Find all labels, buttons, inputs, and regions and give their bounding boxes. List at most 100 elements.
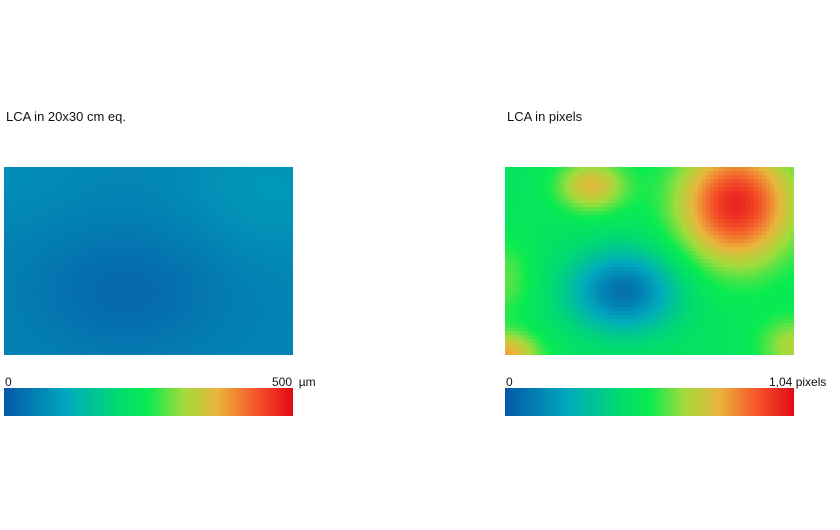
heatmap-cell [140, 255, 146, 260]
heatmap-cell [168, 227, 174, 232]
heatmap-cell [260, 187, 266, 192]
heatmap-cell [192, 199, 198, 204]
heatmap-cell [633, 239, 639, 244]
heatmap-cell [661, 215, 667, 220]
heatmap-cell [232, 255, 238, 260]
heatmap-cell [160, 187, 166, 192]
heatmap-cell [569, 231, 574, 236]
heatmap-cell [753, 207, 759, 212]
heatmap-cell [601, 191, 606, 196]
heatmap-cell [120, 259, 126, 264]
heatmap-cell [108, 279, 113, 284]
heatmap-cell [84, 331, 89, 336]
colorbar-segment [105, 388, 109, 416]
heatmap-cell [28, 207, 33, 212]
heatmap-cell [248, 319, 254, 324]
heatmap-cell [152, 195, 158, 200]
heatmap-cell [204, 307, 210, 312]
heatmap-cell [180, 307, 186, 312]
heatmap-cell [212, 283, 218, 288]
heatmap-cell [240, 319, 246, 324]
heatmap-cell [264, 219, 270, 224]
heatmap-cell [104, 275, 109, 280]
heatmap-cell [577, 191, 582, 196]
heatmap-cell [148, 267, 154, 272]
heatmap-cell [248, 343, 254, 348]
heatmap-cell [100, 295, 105, 300]
heatmap-cell [777, 195, 783, 200]
heatmap-cell [144, 203, 150, 208]
heatmap-cell [537, 167, 542, 172]
heatmap-cell [80, 307, 85, 312]
heatmap-cell [601, 199, 606, 204]
heatmap-cell [84, 267, 89, 272]
heatmap-cell [152, 211, 158, 216]
heatmap-cell [120, 203, 126, 208]
heatmap-cell [188, 327, 194, 332]
heatmap-cell [12, 347, 17, 352]
heatmap-cell [48, 199, 53, 204]
heatmap-cell [248, 167, 254, 172]
heatmap-cell [160, 347, 166, 352]
heatmap-cell [80, 263, 85, 268]
heatmap-cell [697, 183, 703, 188]
heatmap-cell [56, 347, 61, 352]
heatmap-cell [276, 279, 282, 284]
heatmap-cell [112, 295, 117, 300]
heatmap-cell [104, 295, 109, 300]
heatmap-cell [557, 183, 562, 188]
colorbar-segment [177, 388, 180, 416]
heatmap-cell [104, 203, 109, 208]
heatmap-cell [609, 235, 614, 240]
heatmap-cell [252, 335, 258, 340]
heatmap-cell [541, 183, 546, 188]
heatmap-cell [577, 195, 582, 200]
heatmap-cell [665, 211, 671, 216]
heatmap-cell [252, 243, 258, 248]
heatmap-cell [252, 271, 258, 276]
heatmap-cell [248, 283, 254, 288]
heatmap-cell [140, 323, 146, 328]
heatmap-cell [621, 211, 627, 216]
heatmap-cell [48, 251, 53, 256]
heatmap-cell [260, 295, 266, 300]
heatmap-cell [60, 167, 65, 172]
heatmap-cell [737, 187, 743, 192]
heatmap-cell [188, 215, 194, 220]
heatmap-cell [737, 211, 743, 216]
heatmap-cell [60, 199, 65, 204]
heatmap-cell [240, 227, 246, 232]
heatmap-cell [657, 167, 663, 172]
heatmap-cell [168, 235, 174, 240]
heatmap-cell [208, 223, 214, 228]
colorbar-segment [267, 388, 270, 416]
heatmap-cell [88, 239, 93, 244]
heatmap-cell [232, 271, 238, 276]
heatmap-cell [288, 327, 293, 332]
heatmap-cell [108, 315, 113, 320]
heatmap-cell [637, 203, 643, 208]
heatmap-cell [517, 171, 522, 176]
colorbar-segment [29, 388, 33, 416]
heatmap-cell [192, 267, 198, 272]
heatmap-cell [757, 179, 763, 184]
heatmap-cell [649, 183, 655, 188]
heatmap-cell [673, 239, 679, 244]
heatmap-cell [196, 323, 202, 328]
heatmap-cell [32, 319, 37, 324]
heatmap-cell [144, 351, 150, 355]
heatmap-cell [120, 187, 126, 192]
heatmap-cell [228, 243, 234, 248]
heatmap-cell [537, 223, 542, 228]
heatmap-cell [280, 187, 286, 192]
heatmap-cell [224, 247, 230, 252]
heatmap-cell [124, 339, 130, 344]
heatmap-cell [268, 263, 274, 268]
heatmap-cell [509, 171, 514, 176]
heatmap-cell [180, 351, 186, 355]
heatmap-cell [625, 215, 631, 220]
heatmap-cell [120, 239, 126, 244]
heatmap-cell [8, 251, 13, 256]
heatmap-cell [88, 343, 93, 348]
heatmap-cell [32, 183, 37, 188]
